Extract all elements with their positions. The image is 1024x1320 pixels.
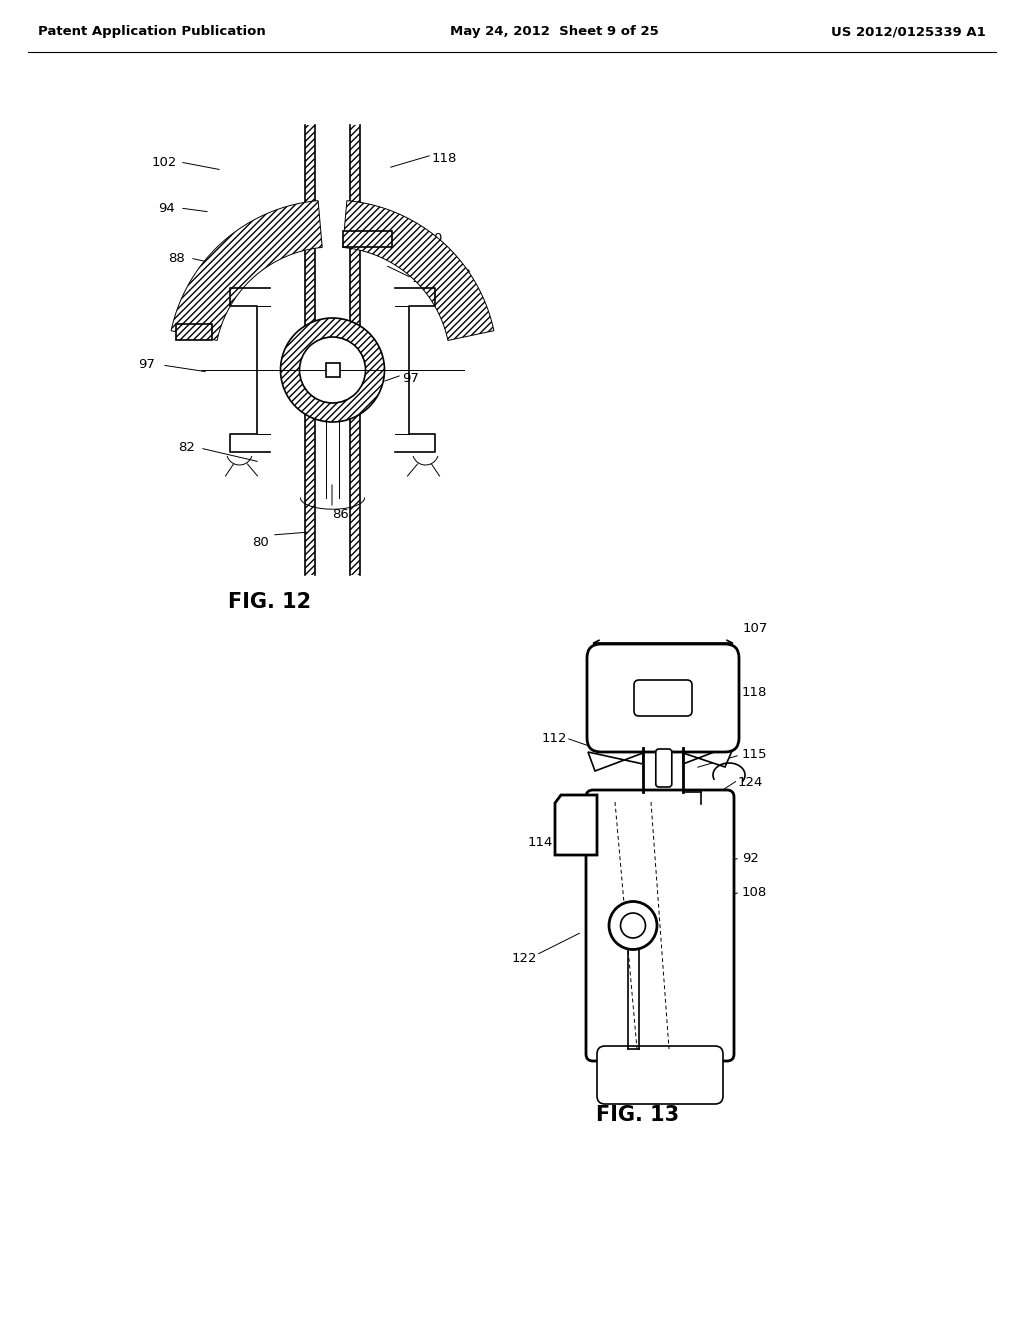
Bar [343,231,392,247]
Text: FIG. 13: FIG. 13 [596,1105,680,1125]
Polygon shape [588,752,643,771]
Polygon shape [171,201,323,341]
FancyBboxPatch shape [634,680,692,715]
FancyBboxPatch shape [586,789,734,1061]
Bar [326,363,340,378]
Text: 120: 120 [682,722,708,734]
Text: 86: 86 [332,508,349,521]
Text: 97: 97 [402,371,419,384]
Text: 118: 118 [432,152,458,165]
Text: 124: 124 [738,776,763,788]
Text: 112: 112 [412,272,437,285]
Text: 102: 102 [152,156,177,169]
Text: US 2012/0125339 A1: US 2012/0125339 A1 [831,25,986,38]
FancyBboxPatch shape [597,1045,723,1104]
Text: 114: 114 [528,836,553,849]
Text: Patent Application Publication: Patent Application Publication [38,25,266,38]
Text: 112: 112 [688,731,714,744]
Bar [305,125,314,576]
Text: 120: 120 [418,231,443,244]
Bar [176,325,212,341]
Text: 107: 107 [743,623,768,635]
Text: 80: 80 [252,536,268,549]
Bar [350,125,360,576]
Text: 92: 92 [742,851,759,865]
Bar [343,231,392,247]
Text: FIG. 12: FIG. 12 [228,591,311,612]
Text: 88: 88 [168,252,184,264]
Circle shape [299,337,366,403]
Text: 122: 122 [512,952,538,965]
Text: May 24, 2012  Sheet 9 of 25: May 24, 2012 Sheet 9 of 25 [450,25,658,38]
Bar [176,325,212,341]
Text: 112: 112 [542,731,567,744]
Text: 94: 94 [158,202,175,214]
Polygon shape [683,744,735,767]
Circle shape [609,902,657,949]
Text: 108: 108 [742,886,767,899]
Text: 88: 88 [642,1061,658,1074]
Bar [305,125,360,576]
Circle shape [281,318,384,422]
Text: 118: 118 [742,685,767,698]
Text: 78: 78 [455,268,472,281]
Text: 115: 115 [742,748,768,762]
Circle shape [621,913,645,939]
Text: 82: 82 [178,441,195,454]
FancyBboxPatch shape [587,644,739,752]
Polygon shape [343,201,494,341]
Polygon shape [555,795,597,855]
FancyBboxPatch shape [655,748,672,787]
Text: 96: 96 [368,371,385,384]
Text: 97: 97 [138,359,155,371]
